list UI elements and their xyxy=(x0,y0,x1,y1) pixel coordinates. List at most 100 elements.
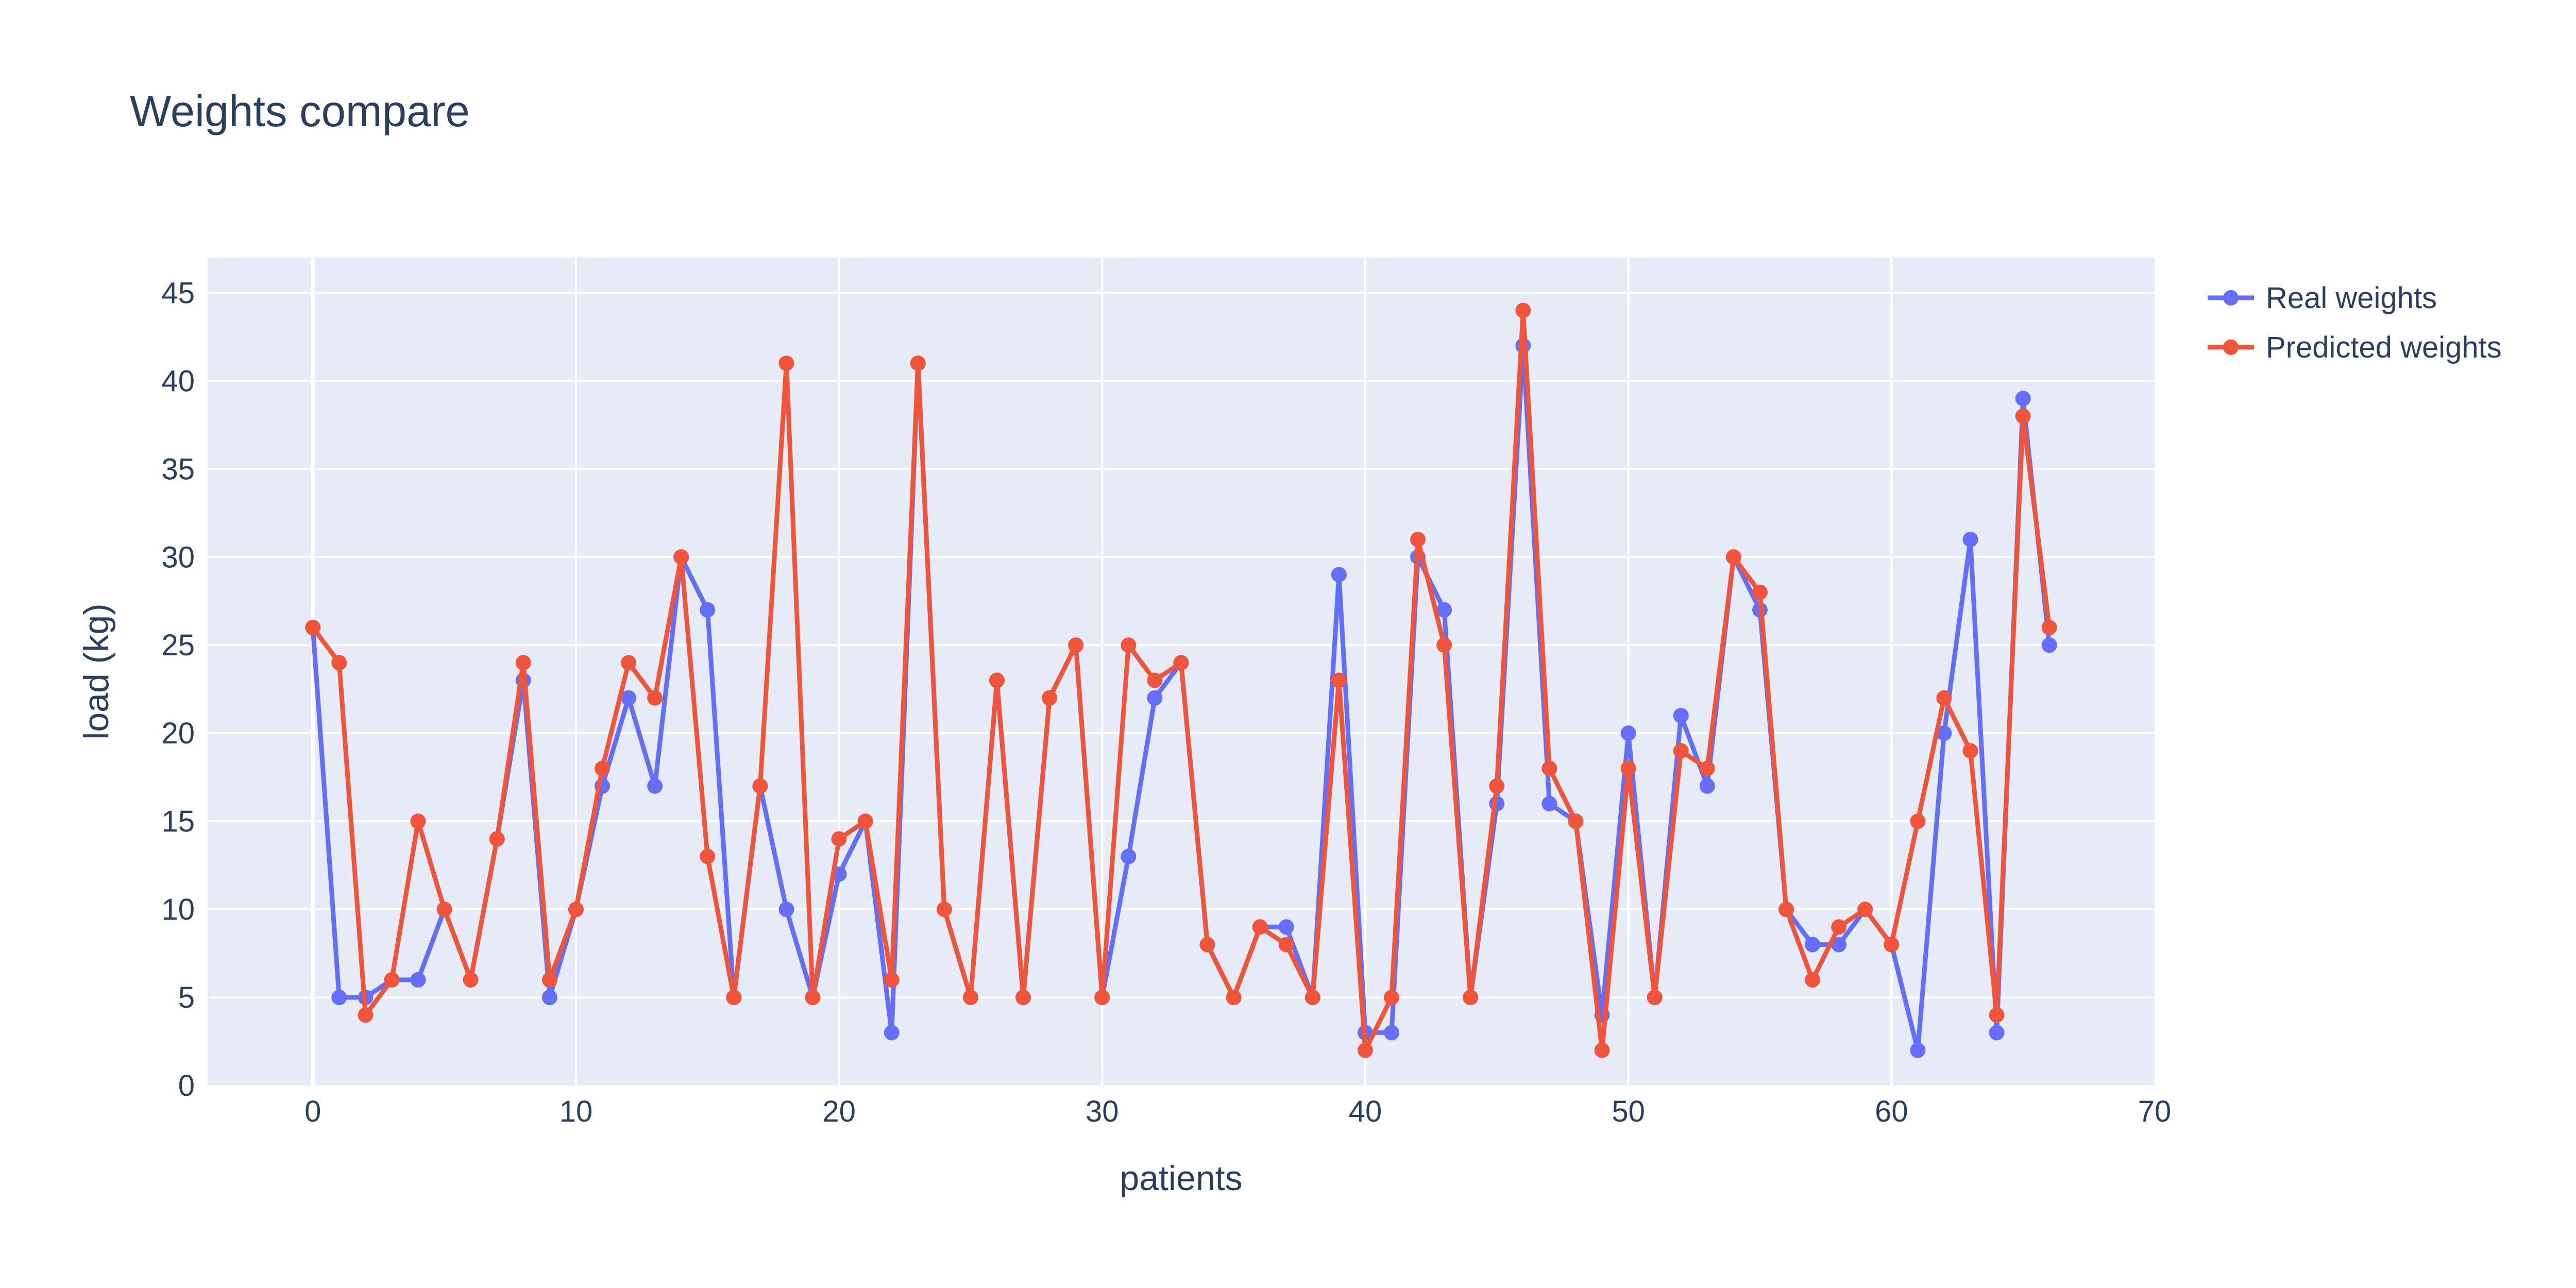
data-point-predicted-weights xyxy=(595,760,611,776)
legend-swatch-marker xyxy=(2223,290,2239,306)
data-point-predicted-weights xyxy=(1199,937,1215,953)
grid-layer xyxy=(208,258,2155,1086)
data-point-predicted-weights xyxy=(1357,1042,1373,1058)
data-point-predicted-weights xyxy=(568,902,584,918)
chart-title: Weights compare xyxy=(130,87,470,136)
data-point-predicted-weights xyxy=(1173,655,1189,671)
data-point-predicted-weights xyxy=(463,972,479,988)
data-point-real-weights xyxy=(778,902,794,918)
data-point-predicted-weights xyxy=(1805,972,1821,988)
legend-label: Real weights xyxy=(2266,281,2437,315)
y-tick-label: 10 xyxy=(161,893,195,926)
data-point-predicted-weights xyxy=(805,990,821,1006)
data-point-real-weights xyxy=(1673,707,1689,723)
data-point-predicted-weights xyxy=(1568,814,1584,829)
data-point-predicted-weights xyxy=(541,972,557,988)
data-point-real-weights xyxy=(1962,532,1978,548)
data-point-predicted-weights xyxy=(331,655,347,671)
data-point-predicted-weights xyxy=(2015,408,2031,424)
data-point-real-weights xyxy=(1331,567,1347,583)
data-point-predicted-weights xyxy=(358,1007,374,1023)
data-point-predicted-weights xyxy=(305,620,321,636)
data-point-predicted-weights xyxy=(1778,902,1794,918)
data-point-predicted-weights xyxy=(1252,919,1268,935)
data-point-predicted-weights xyxy=(515,655,531,671)
y-tick-label: 5 xyxy=(178,981,195,1014)
y-tick-label: 15 xyxy=(161,805,195,838)
data-point-real-weights xyxy=(1147,690,1163,706)
data-point-predicted-weights xyxy=(1620,760,1636,776)
data-point-predicted-weights xyxy=(1515,302,1531,318)
data-point-real-weights xyxy=(1541,795,1557,811)
y-tick-label: 0 xyxy=(178,1069,195,1103)
data-point-predicted-weights xyxy=(910,355,926,371)
legend-swatch-marker xyxy=(2223,340,2239,355)
y-tick-label: 35 xyxy=(161,452,195,486)
data-point-predicted-weights xyxy=(1989,1007,2005,1023)
data-point-predicted-weights xyxy=(936,902,952,918)
data-point-real-weights xyxy=(410,972,426,988)
data-point-predicted-weights xyxy=(1489,778,1505,794)
data-point-predicted-weights xyxy=(1884,937,1900,953)
data-point-predicted-weights xyxy=(1910,814,1926,829)
data-point-predicted-weights xyxy=(1936,690,1952,706)
data-point-predicted-weights xyxy=(1725,549,1741,565)
data-point-real-weights xyxy=(1831,937,1847,953)
data-point-predicted-weights xyxy=(1147,672,1163,688)
data-point-predicted-weights xyxy=(1699,760,1715,776)
data-point-real-weights xyxy=(1936,725,1952,741)
data-point-real-weights xyxy=(621,690,637,706)
x-tick-label: 10 xyxy=(560,1095,593,1128)
data-point-predicted-weights xyxy=(726,990,742,1006)
legend-item-predicted-weights: Predicted weights xyxy=(2208,331,2502,364)
series-layer xyxy=(305,302,2057,1058)
data-point-predicted-weights xyxy=(436,902,452,918)
data-point-predicted-weights xyxy=(1831,919,1847,935)
data-point-real-weights xyxy=(2015,391,2031,406)
data-point-real-weights xyxy=(1278,919,1294,935)
data-point-predicted-weights xyxy=(489,831,505,847)
data-point-predicted-weights xyxy=(1463,990,1479,1006)
data-point-real-weights xyxy=(1989,1025,2005,1041)
data-point-predicted-weights xyxy=(962,990,978,1006)
data-point-predicted-weights xyxy=(1752,584,1768,600)
data-point-predicted-weights xyxy=(857,814,873,829)
y-tick-label: 30 xyxy=(161,540,195,574)
x-axis-title: patients xyxy=(1120,1159,1242,1198)
data-point-predicted-weights xyxy=(989,672,1005,688)
data-point-predicted-weights xyxy=(673,549,689,565)
y-tick-label: 40 xyxy=(161,364,195,398)
data-point-predicted-weights xyxy=(1594,1042,1610,1058)
data-point-real-weights xyxy=(331,990,347,1006)
x-tick-label: 0 xyxy=(304,1095,321,1128)
data-point-predicted-weights xyxy=(700,849,716,865)
x-tick-label: 50 xyxy=(1612,1095,1645,1128)
data-point-predicted-weights xyxy=(1541,760,1557,776)
x-tick-label: 30 xyxy=(1086,1095,1119,1128)
data-point-predicted-weights xyxy=(1857,902,1873,918)
data-point-predicted-weights xyxy=(1436,637,1452,653)
y-tick-label: 25 xyxy=(161,629,195,662)
x-tick-label: 20 xyxy=(822,1095,856,1128)
axis-layer: 0 10 20 30 40 50 60 70 0 5 10 15 20 25 30 35 40 45 xyxy=(161,276,2171,1128)
legend-item-real-weights: Real weights xyxy=(2208,281,2437,315)
data-point-real-weights xyxy=(1620,725,1636,741)
data-point-real-weights xyxy=(1910,1042,1926,1058)
x-tick-label: 70 xyxy=(2138,1095,2172,1128)
x-tick-label: 40 xyxy=(1349,1095,1382,1128)
data-point-predicted-weights xyxy=(778,355,794,371)
data-point-predicted-weights xyxy=(1042,690,1058,706)
data-point-predicted-weights xyxy=(410,814,426,829)
data-point-predicted-weights xyxy=(884,972,900,988)
data-point-real-weights xyxy=(884,1025,900,1041)
data-point-predicted-weights xyxy=(647,690,663,706)
data-point-real-weights xyxy=(1384,1025,1400,1041)
data-point-predicted-weights xyxy=(752,778,768,794)
data-point-predicted-weights xyxy=(1278,937,1294,953)
data-point-real-weights xyxy=(1436,602,1452,618)
data-point-real-weights xyxy=(700,602,716,618)
data-point-predicted-weights xyxy=(1331,672,1347,688)
data-point-real-weights xyxy=(2041,637,2057,653)
